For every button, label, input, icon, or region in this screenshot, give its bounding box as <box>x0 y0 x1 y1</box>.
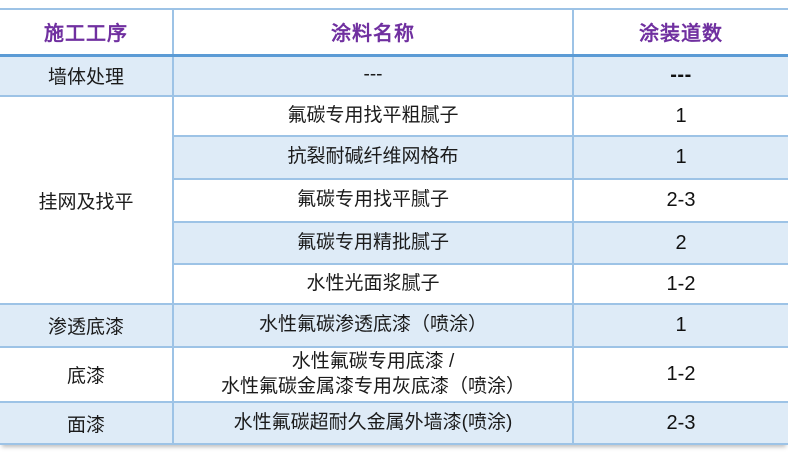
cell-passes: --- <box>572 54 788 97</box>
cell-passes: 2-3 <box>572 401 788 445</box>
table-row-leveling-3: 氟碳专用找平腻子 2-3 <box>0 178 788 223</box>
cell-coating: 水性氟碳渗透底漆（喷涂） <box>172 303 574 348</box>
cell-passes: 2 <box>572 221 788 265</box>
table-row-wall-treatment: 墙体处理 --- --- <box>0 54 788 97</box>
table-container: 施工工序 涂料名称 涂装道数 墙体处理 --- --- 挂网及找平 氟碳专用找平… <box>0 8 788 445</box>
header-row: 施工工序 涂料名称 涂装道数 <box>0 8 788 57</box>
cell-process: 底漆 <box>0 346 174 403</box>
cell-process: 面漆 <box>0 401 174 445</box>
cell-coating: 抗裂耐碱纤维网格布 <box>173 135 574 180</box>
cell-passes: 1 <box>572 135 788 180</box>
cell-passes: 1-2 <box>572 263 788 305</box>
cell-coating: 水性氟碳专用底漆 / 水性氟碳金属漆专用灰底漆（喷涂） <box>172 346 574 403</box>
header-process: 施工工序 <box>0 8 174 57</box>
table-row-topcoat: 面漆 水性氟碳超耐久金属外墙漆(喷涂) 2-3 <box>0 401 788 445</box>
header-coating-passes: 涂装道数 <box>572 8 788 57</box>
header-coating-name: 涂料名称 <box>172 8 574 57</box>
cell-process: 墙体处理 <box>0 54 174 97</box>
cell-process-merged: 挂网及找平 <box>0 95 174 305</box>
cell-coating: 水性氟碳超耐久金属外墙漆(喷涂) <box>172 401 574 445</box>
table-row-leveling-1: 挂网及找平 氟碳专用找平粗腻子 1 <box>0 95 788 305</box>
table-row-penetrating-primer: 渗透底漆 水性氟碳渗透底漆（喷涂） 1 <box>0 303 788 348</box>
cell-process: 渗透底漆 <box>0 303 174 348</box>
coating-line-2: 水性氟碳金属漆专用灰底漆（喷涂） <box>220 375 525 397</box>
cell-coating: 水性光面浆腻子 <box>173 263 574 305</box>
cell-passes: 1 <box>572 95 788 137</box>
coating-process-table: 施工工序 涂料名称 涂装道数 墙体处理 --- --- 挂网及找平 氟碳专用找平… <box>0 8 788 445</box>
cell-coating: 氟碳专用找平腻子 <box>173 178 574 223</box>
cell-coating: 氟碳专用精批腻子 <box>173 221 574 265</box>
table-row-leveling-5: 水性光面浆腻子 1-2 <box>0 263 788 305</box>
cell-passes: 2-3 <box>572 178 788 223</box>
cell-coating: 氟碳专用找平粗腻子 <box>172 95 574 137</box>
table-row-leveling-2: 抗裂耐碱纤维网格布 1 <box>0 135 788 180</box>
cell-passes: 1 <box>572 303 788 348</box>
table-row-leveling-4: 氟碳专用精批腻子 2 <box>0 221 788 265</box>
cell-passes: 1-2 <box>572 346 788 403</box>
table-row-primer: 底漆 水性氟碳专用底漆 / 水性氟碳金属漆专用灰底漆（喷涂） 1-2 <box>0 346 788 403</box>
cell-coating: --- <box>172 54 574 97</box>
coating-line-1: 水性氟碳专用底漆 / <box>291 350 455 372</box>
